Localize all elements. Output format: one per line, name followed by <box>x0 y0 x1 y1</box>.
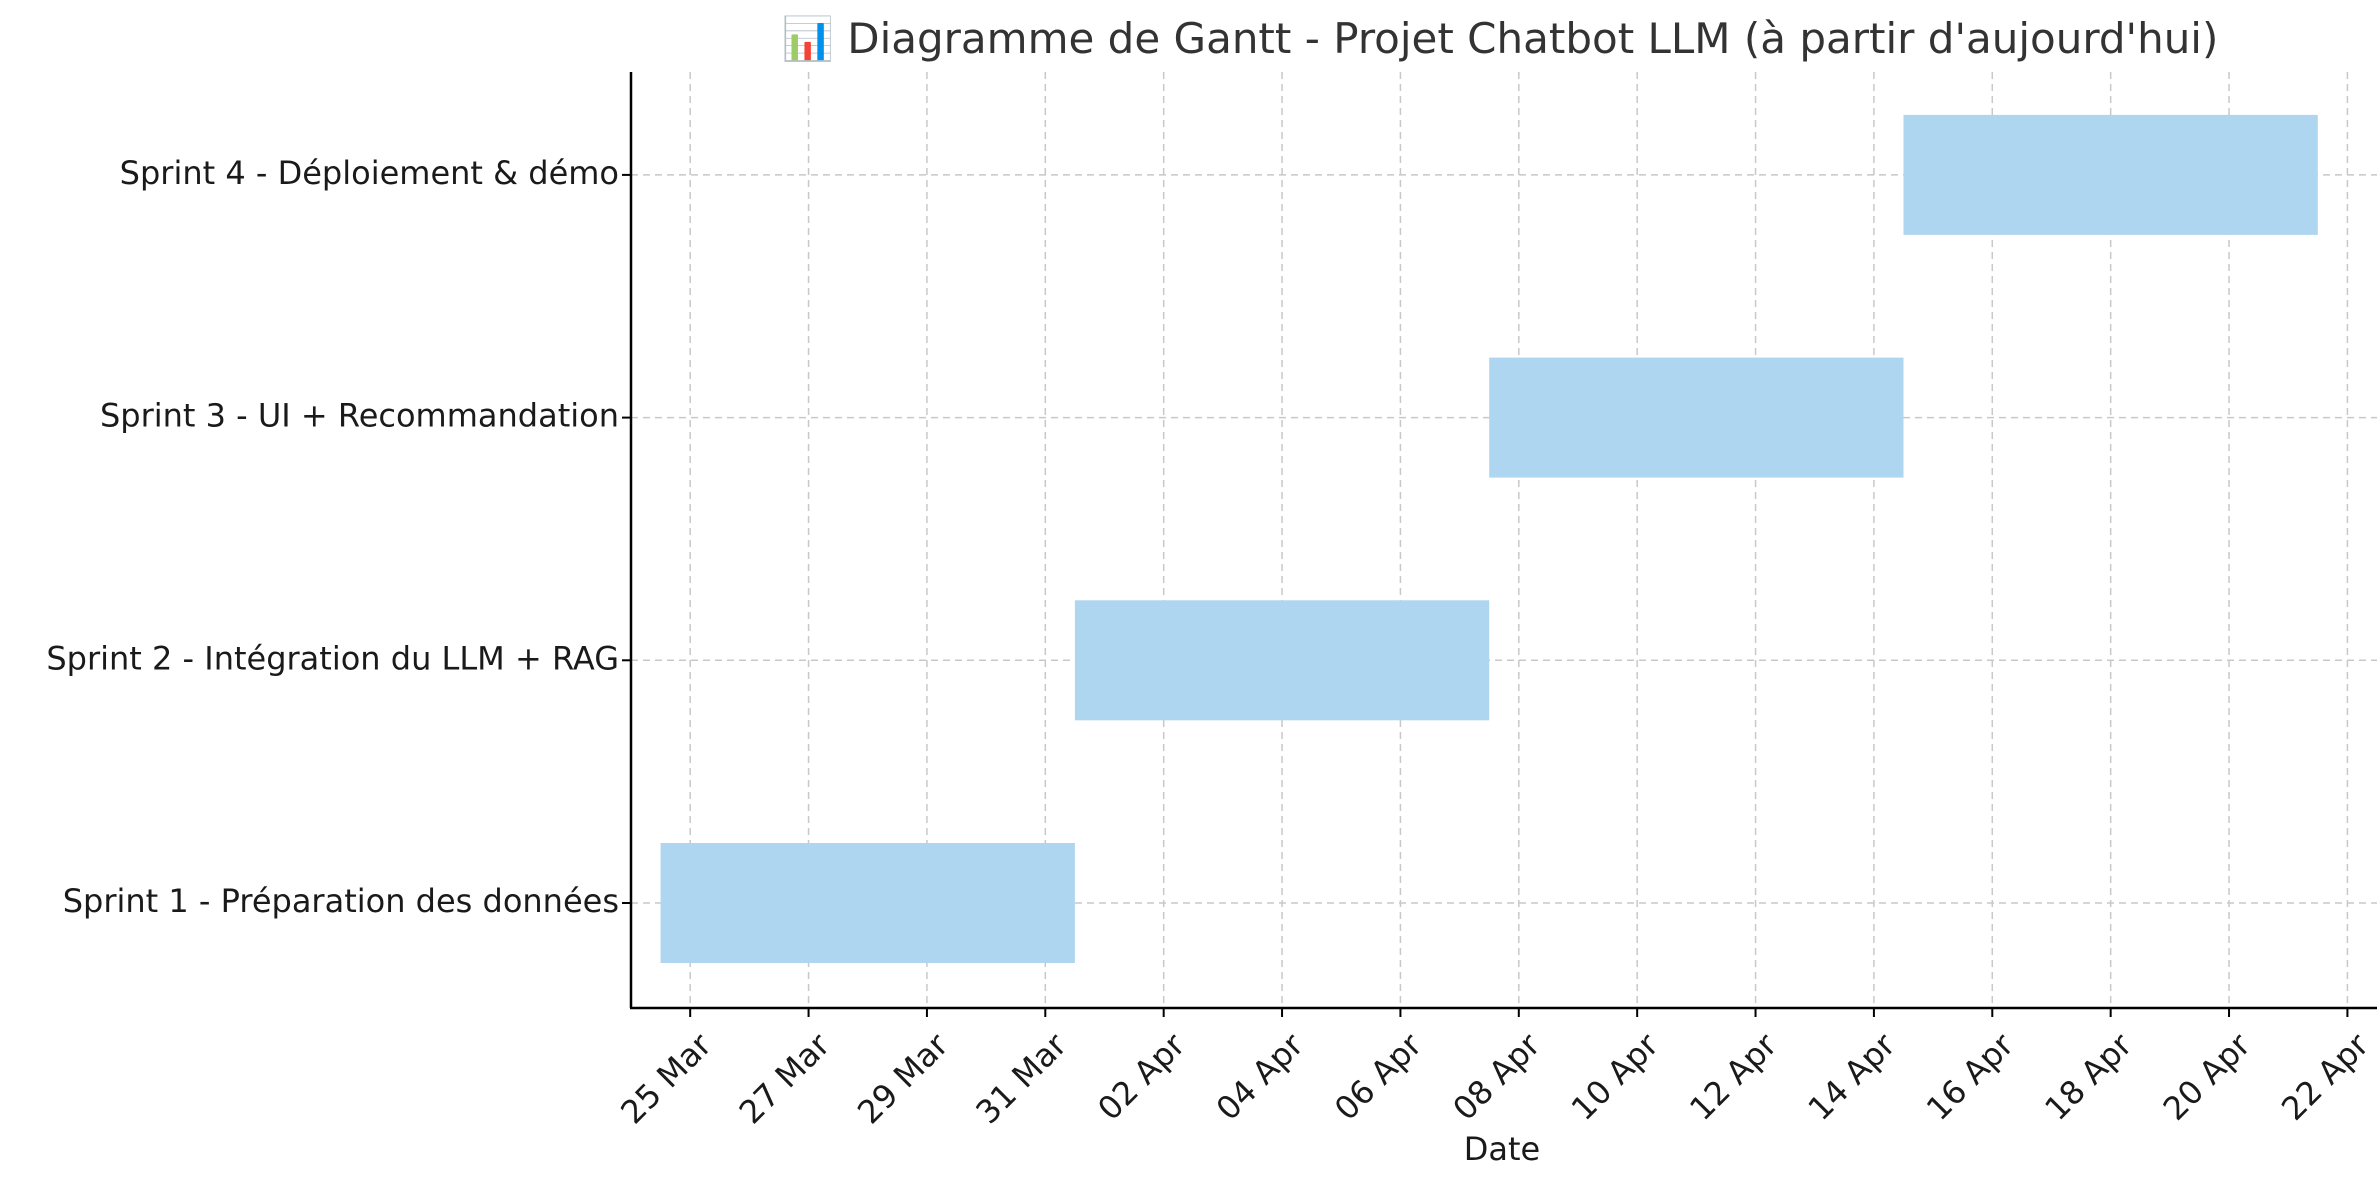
task-bar <box>1903 114 2318 235</box>
x-tick-label: 18 Apr <box>2037 1025 2140 1128</box>
x-tick-label: 14 Apr <box>1801 1025 1904 1128</box>
x-tick-label: 20 Apr <box>2156 1025 2259 1128</box>
x-tick-label: 10 Apr <box>1564 1025 1667 1128</box>
x-tick-label: 06 Apr <box>1327 1025 1430 1128</box>
x-tick-label: 02 Apr <box>1090 1025 1193 1128</box>
x-tick-label: 25 Mar <box>613 1025 719 1131</box>
task-label: Sprint 4 - Déploiement & démo <box>120 154 619 192</box>
x-tick-label: 16 Apr <box>1919 1025 2022 1128</box>
x-tick-label: 31 Mar <box>968 1025 1074 1131</box>
task-label: Sprint 3 - UI + Recommandation <box>100 397 619 435</box>
task-bar <box>1074 600 1490 721</box>
task-label: Sprint 2 - Intégration du LLM + RAG <box>46 639 619 677</box>
x-tick-label: 22 Apr <box>2274 1025 2377 1128</box>
y-tick-labels: Sprint 1 - Préparation des données Sprint… <box>46 154 619 920</box>
task-bar <box>1489 357 1904 478</box>
x-tick-label: 12 Apr <box>1682 1025 1785 1128</box>
x-axis-label: Date <box>1464 1130 1540 1168</box>
axes <box>622 72 2377 1017</box>
task-label: Sprint 1 - Préparation des données <box>63 882 619 920</box>
x-tick-label: 08 Apr <box>1445 1025 1548 1128</box>
x-tick-labels: 25 Mar 27 Mar 29 Mar 31 Mar 02 Apr 04 Apr 06 A… <box>613 1025 2376 1131</box>
x-tick-label: 04 Apr <box>1209 1025 1312 1128</box>
x-tick-label: 27 Mar <box>732 1025 838 1131</box>
task-bar <box>660 843 1075 963</box>
task-bars <box>660 114 2318 963</box>
x-tick-label: 29 Mar <box>850 1025 956 1131</box>
chart-title: 📊 Diagramme de Gantt - Projet Chatbot LL… <box>782 14 2219 63</box>
